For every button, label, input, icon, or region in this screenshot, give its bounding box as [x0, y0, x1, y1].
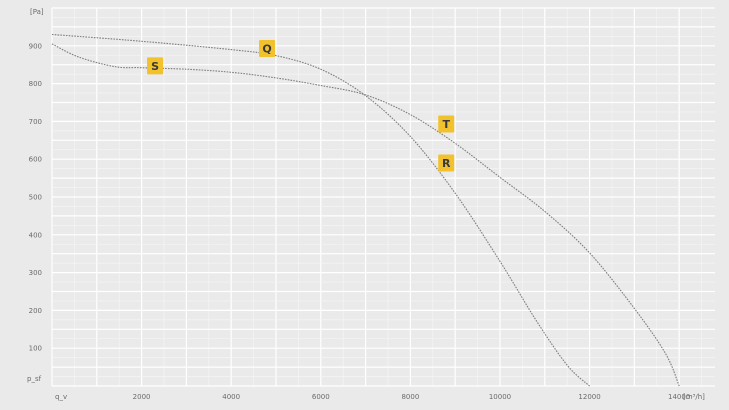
x-tick-label: 12000: [578, 393, 600, 401]
x-tick-label: 6000: [312, 393, 330, 401]
curve-label-text: T: [442, 118, 450, 131]
x-axis-unit: [m³/h]: [683, 393, 705, 401]
x-tick-label: 8000: [401, 393, 419, 401]
y-tick-label: 700: [29, 118, 42, 126]
y-tick-label: 600: [29, 156, 42, 164]
curve-label-r: R: [438, 154, 455, 172]
y-tick-label: 500: [29, 194, 42, 202]
curve-label-q: Q: [259, 39, 276, 57]
series-line-s: [51, 43, 680, 387]
curve-labels: Q S T R: [147, 39, 455, 172]
y-tick-label: 900: [29, 42, 42, 50]
curve-label-box: [147, 57, 164, 75]
curve-label-t: T: [438, 115, 455, 133]
series-line-q: [51, 33, 590, 387]
y-origin-label: p_sf: [27, 375, 42, 383]
ticks: 100 200 300 400 500 600 700 800 900 2000 4000 6000 8…: [29, 42, 691, 401]
x-origin-label: q_v: [55, 393, 67, 401]
curve-label-box: [438, 115, 455, 133]
y-axis-unit: [Pa]: [30, 8, 44, 16]
y-tick-label: 400: [29, 231, 42, 239]
grid: [51, 7, 715, 387]
curve-label-text: Q: [262, 42, 271, 55]
y-tick-label: 200: [29, 307, 42, 315]
y-tick-label: 800: [29, 80, 42, 88]
curve-label-box: [259, 39, 276, 57]
curve-label-text: R: [442, 157, 451, 170]
y-tick-label: 300: [29, 269, 42, 277]
y-tick-label: 100: [29, 345, 42, 353]
curves: [51, 33, 680, 387]
x-tick-label: 14000: [668, 393, 690, 401]
x-tick-label: 2000: [133, 393, 151, 401]
curve-label-box: [438, 154, 455, 172]
curve-label-text: S: [151, 60, 159, 73]
x-tick-label: 4000: [222, 393, 240, 401]
curve-label-s: S: [147, 57, 164, 75]
x-tick-label: 10000: [489, 393, 511, 401]
